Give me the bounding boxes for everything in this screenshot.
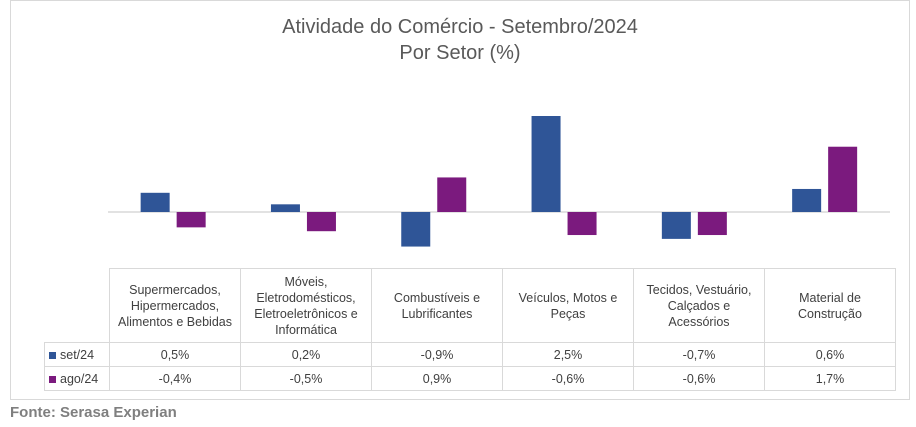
bar [270, 204, 300, 212]
bar [531, 116, 561, 212]
legend-cell: set/24 [44, 342, 110, 367]
value-label: 0,9% [371, 366, 503, 391]
legend-swatch [49, 375, 56, 383]
bar [792, 188, 822, 212]
chart-subtitle: Por Setor (%) [399, 42, 520, 64]
value-label: -0,4% [109, 366, 241, 391]
header-row: Supermercados, Hipermercados, Alimentos … [45, 268, 896, 343]
value-label: -0,7% [633, 342, 765, 367]
bar [661, 212, 691, 239]
chart-title: Atividade do Comércio - Setembro/2024 [282, 16, 638, 38]
category-label: Móveis, Eletrodomésticos, Eletroeletrôni… [240, 268, 372, 343]
bar [828, 146, 858, 212]
category-label: Combustíveis e Lubrificantes [371, 268, 503, 343]
value-label: 0,5% [109, 342, 241, 367]
source: Fonte: Serasa Experian [10, 404, 177, 421]
value-label: -0,5% [240, 366, 372, 391]
category-label: Tecidos, Vestuário, Calçados e Acessório… [633, 268, 765, 343]
bar [437, 177, 467, 212]
data-table: Supermercados, Hipermercados, Alimentos … [44, 268, 896, 391]
value-label: -0,6% [633, 366, 765, 391]
bar [176, 212, 206, 228]
value-label: -0,9% [371, 342, 503, 367]
series-row: set/24 0,5% 0,2% -0,9% 2,5% -0,7% 0,6% [44, 342, 896, 367]
value-label: 1,7% [764, 366, 896, 391]
bar [140, 192, 170, 212]
category-label: Material de Construção [764, 268, 896, 343]
category-label: Supermercados, Hipermercados, Alimentos … [109, 268, 241, 343]
value-label: 0,2% [240, 342, 372, 367]
legend-label: ago/24 [60, 371, 99, 386]
bar [697, 212, 727, 236]
value-label: 2,5% [502, 342, 634, 367]
category-label: Veículos, Motos e Peças [502, 268, 634, 343]
bar [567, 212, 597, 236]
legend-label: set/24 [60, 347, 95, 362]
blank-cell [45, 269, 110, 343]
series-row: ago/24 -0,4% -0,5% 0,9% -0,6% -0,6% 1,7% [44, 366, 896, 391]
legend-swatch [49, 351, 56, 359]
legend-cell: ago/24 [44, 366, 110, 391]
value-label: -0,6% [502, 366, 634, 391]
chart-frame [10, 0, 910, 400]
value-label: 0,6% [764, 342, 896, 367]
bar [306, 212, 336, 232]
bar [401, 212, 431, 247]
